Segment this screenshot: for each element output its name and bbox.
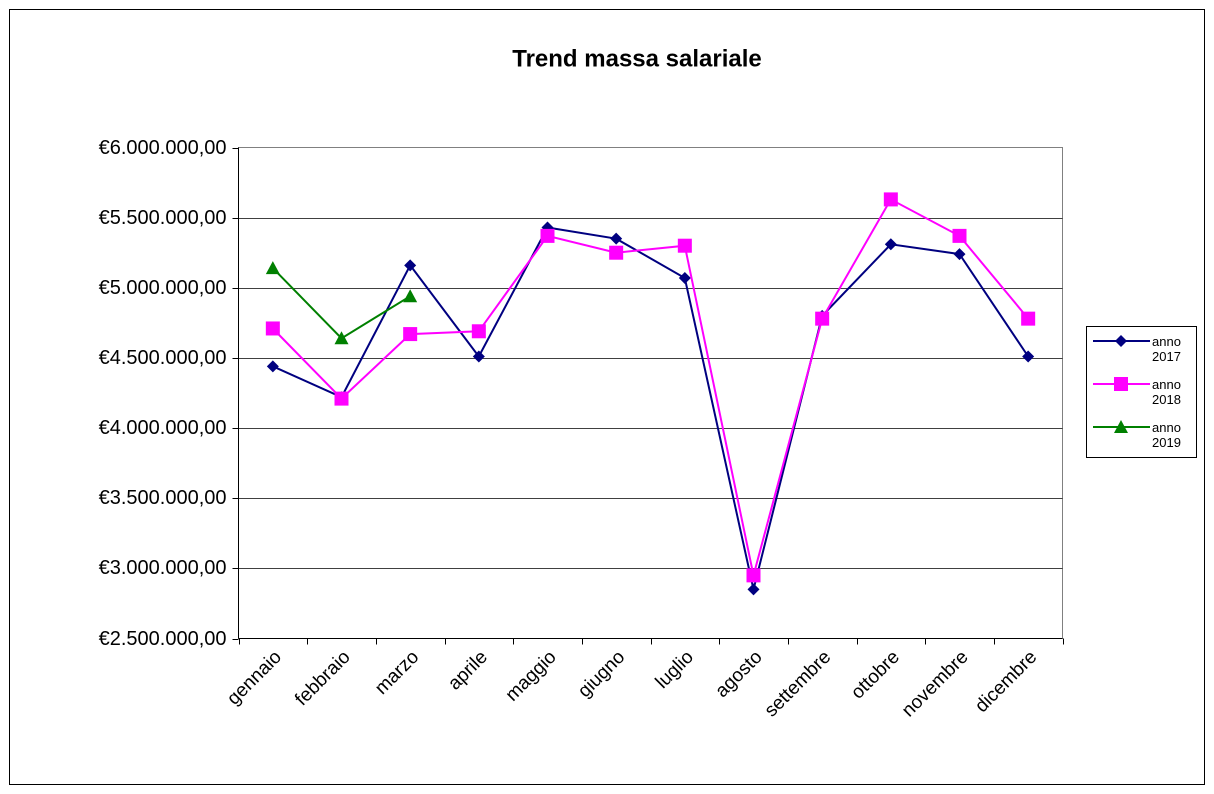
chart-title: Trend massa salariale (512, 45, 762, 72)
y-tick-label: €3.000.000,00 (99, 557, 227, 579)
point (540, 228, 555, 243)
point (953, 248, 966, 261)
point (265, 321, 280, 336)
y-tick-label: €6.000.000,00 (99, 137, 227, 159)
legend-marker (1114, 420, 1128, 433)
point (815, 311, 830, 326)
point (266, 360, 279, 373)
point (610, 232, 623, 245)
point (265, 261, 280, 275)
point (609, 245, 624, 260)
point (747, 583, 760, 596)
point (884, 238, 897, 251)
legend-label: anno 2019 (1152, 420, 1181, 450)
point (334, 391, 349, 406)
legend-marker (1114, 377, 1128, 391)
point (472, 350, 485, 363)
point (404, 259, 417, 272)
plot-area (238, 147, 1063, 639)
y-tick-label: €4.000.000,00 (99, 417, 227, 439)
legend-label: anno 2017 (1152, 334, 1181, 364)
series-line (272, 226, 1030, 590)
y-tick-label: €5.000.000,00 (99, 277, 227, 299)
point (471, 324, 486, 339)
point (403, 289, 418, 303)
y-tick-label: €5.500.000,00 (99, 207, 227, 229)
point (334, 331, 349, 345)
point (403, 327, 418, 342)
legend-marker (1115, 335, 1127, 347)
legend-label: anno 2018 (1152, 377, 1181, 407)
y-tick-label: €4.500.000,00 (99, 347, 227, 369)
point (952, 228, 967, 243)
y-tick-label: €2.500.000,00 (99, 628, 227, 650)
point (678, 271, 691, 284)
point (1021, 311, 1036, 326)
legend-box (1086, 326, 1197, 458)
point (677, 238, 692, 253)
series-line (272, 198, 1029, 576)
point (746, 568, 761, 583)
y-tick-label: €3.500.000,00 (99, 487, 227, 509)
point (1022, 350, 1035, 363)
point (883, 192, 898, 207)
